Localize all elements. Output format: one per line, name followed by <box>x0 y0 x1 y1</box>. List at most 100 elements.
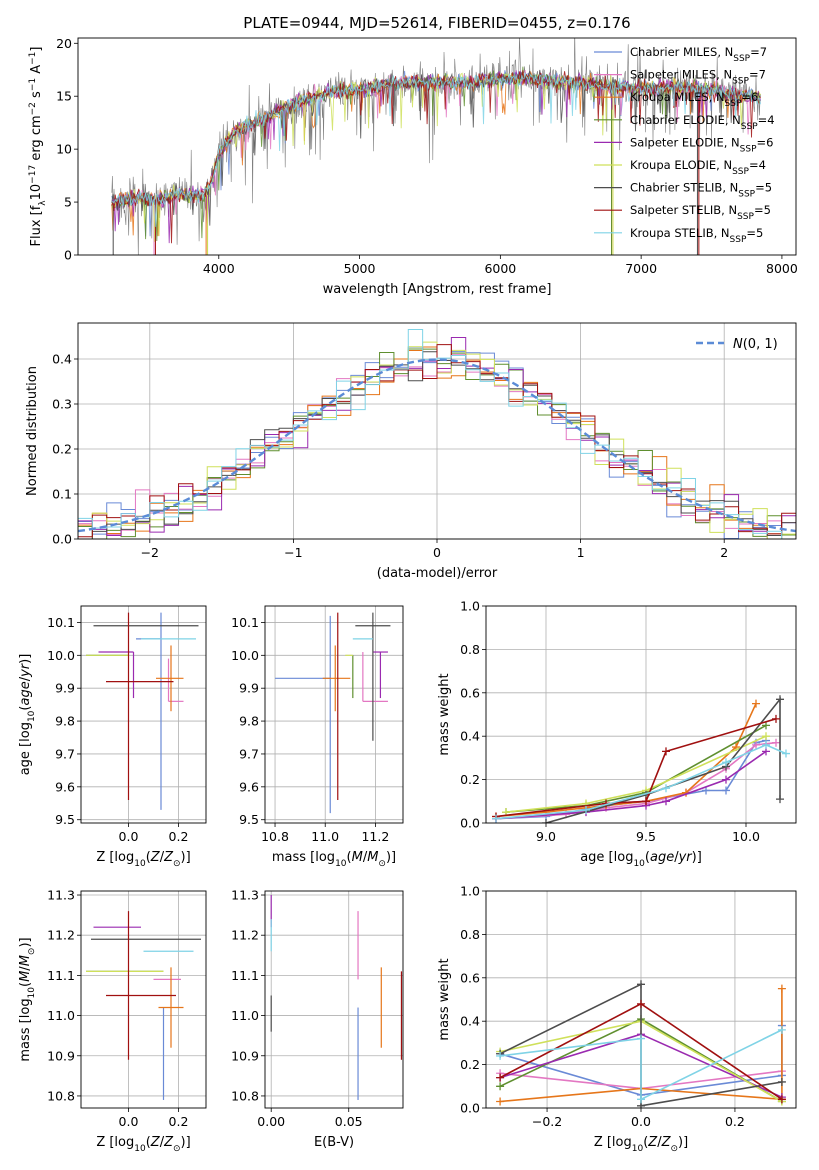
axes-frame <box>264 605 404 824</box>
y-tick-label: 11.2 <box>47 928 75 943</box>
weight-marker-kroupa_stelib <box>582 805 590 814</box>
label-part: 10 <box>29 184 44 201</box>
legend-entry-salpeter_stelib: Salpeter STELIB, NSSP=5 <box>630 203 771 222</box>
label-part: erg cm <box>29 115 44 164</box>
y-tick-label: 9.8 <box>55 714 75 729</box>
label-part: )] <box>386 850 396 865</box>
label-part: Z [log <box>594 1135 632 1150</box>
label-part: ( <box>347 850 352 865</box>
panel-spectrum: 4000 5000 6000 7000 8000 0 5 10 15 20 wavelength [… <box>28 36 798 297</box>
label-part: Normed distribution <box>25 366 40 496</box>
y-tick-label: 9.9 <box>55 681 75 696</box>
x-tick-label: 0.2 <box>169 829 189 844</box>
x-tick-label: 0.0 <box>631 1114 651 1129</box>
label-part: 10 <box>27 710 37 722</box>
x-tick-label: 11.2 <box>361 829 389 844</box>
label-part: E(B-V) <box>314 1135 354 1150</box>
x-tick-label: 6000 <box>484 261 516 276</box>
weight-marker-kroupa_stelib <box>762 740 770 749</box>
label-part: ( <box>18 706 33 711</box>
y-tick-label: 0.2 <box>460 1057 480 1072</box>
y-tick-label: 11.1 <box>231 968 259 983</box>
label-part: Kroupa MILES, N <box>630 90 725 104</box>
panel-age_vs_Z: 0.0 0.29.59.69.79.89.910.010.1Z [log10(Z/… <box>18 605 207 869</box>
y-tick-label: 9.7 <box>239 746 259 761</box>
axes-frame <box>77 37 797 256</box>
x-axis-label: Z [log10(Z/Z⊙)] <box>594 1135 688 1154</box>
label-part: Z <box>150 1135 161 1150</box>
y-axis-label: Flux [fλ10−17 erg cm−2 s−1 A−1] <box>28 47 48 247</box>
y-tick-label: 11.3 <box>231 888 259 903</box>
y-tick-label: 9.6 <box>239 779 259 794</box>
label-part: ⊙ <box>378 859 386 869</box>
x-tick-label: 8000 <box>766 261 798 276</box>
weight-marker-chabrier_elodie <box>762 721 770 730</box>
x-tick-label: −2 <box>141 545 159 560</box>
weight-marker-salpeter_stelib <box>772 714 780 723</box>
weight-marker-chabrier_miles <box>722 786 730 795</box>
plot-area <box>86 612 199 810</box>
label-part: (data-model)/error <box>377 566 498 581</box>
y-axis-label: age [log10(age/yr)] <box>18 654 37 776</box>
weight-line-chabrier_elodie <box>505 724 767 813</box>
label-part: SSP <box>738 190 755 200</box>
plot-area <box>496 980 786 1108</box>
legend-entry-salpeter_elodie: Salpeter ELODIE, NSSP=6 <box>630 135 773 154</box>
label-part: Chabrier STELIB, N <box>630 181 738 195</box>
x-tick-label: 0 <box>433 545 441 560</box>
weight-marker-salpeter_stelib <box>777 1095 786 1104</box>
weight-marker-salpeter_stelib <box>637 999 645 1008</box>
label-part: 10 <box>335 859 347 869</box>
label-part: =7 <box>750 45 767 59</box>
y-tick-label: 9.9 <box>239 681 259 696</box>
y-tick-label: 1.0 <box>460 884 480 899</box>
label-part: / <box>363 850 368 865</box>
plot-area <box>492 695 790 823</box>
weight-marker-kroupa_stelib <box>782 749 790 758</box>
label-part: SSP <box>737 212 754 222</box>
x-axis-label: Z [log10(Z/Z⊙)] <box>96 850 190 869</box>
label-part: =7 <box>749 68 766 82</box>
weight-marker-kroupa_elodie <box>762 732 770 741</box>
label-part: −1 <box>28 78 38 91</box>
x-axis-label: E(B-V) <box>314 1135 354 1150</box>
x-axis-label: (data-model)/error <box>377 566 498 581</box>
plot-area <box>78 328 796 539</box>
y-tick-label: 0.2 <box>52 442 72 457</box>
label-part: M <box>18 955 33 966</box>
y-tick-label: 11.0 <box>47 1008 75 1023</box>
y-tick-label: 0.6 <box>460 970 480 985</box>
label-part: / <box>18 676 33 681</box>
label-part: Z <box>163 850 174 865</box>
weight-marker-kroupa_stelib <box>777 1025 786 1034</box>
label-part: ⊙ <box>173 859 181 869</box>
y-tick-label: 9.5 <box>239 812 259 827</box>
weight-marker-kroupa_stelib <box>492 814 500 823</box>
weight-marker-chabrier_stelib <box>777 1077 786 1086</box>
weight-marker-salpeter_miles <box>752 740 760 749</box>
label-part: Z <box>150 850 161 865</box>
x-tick-label: 0.05 <box>335 1114 363 1129</box>
x-tick-label: 7000 <box>625 261 657 276</box>
label-part: / <box>18 966 33 971</box>
y-tick-label: 0.0 <box>460 816 480 831</box>
label-part: ⊙ <box>27 948 37 956</box>
label-part: )] <box>181 850 191 865</box>
legend-entry-kroupa_elodie: Kroupa ELODIE, NSSP=4 <box>630 158 766 177</box>
plot-area <box>86 911 201 1100</box>
plot-area <box>270 895 403 1100</box>
label-part: / <box>160 850 165 865</box>
y-tick-label: 10.9 <box>231 1048 259 1063</box>
label-part: )] <box>18 937 33 947</box>
label-part: 10 <box>632 1144 644 1154</box>
y-tick-label: 15 <box>56 89 72 104</box>
weight-marker-salpeter_elodie <box>722 775 730 784</box>
label-part: age <box>650 850 674 865</box>
label-part: M <box>352 850 363 865</box>
y-axis-label: mass [log10(M/M⊙)] <box>18 937 37 1061</box>
x-tick-label: 11.0 <box>311 829 339 844</box>
y-tick-label: 0.2 <box>460 772 480 787</box>
label-part: M <box>367 850 378 865</box>
weight-marker-chabrier_stelib <box>776 795 784 804</box>
